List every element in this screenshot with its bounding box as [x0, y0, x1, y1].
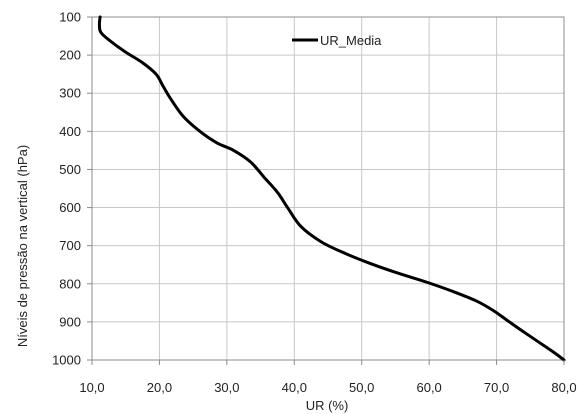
- x-tick-label: 20,0: [147, 380, 172, 395]
- y-ticks: 100 200 300 400 500 600 700 800 900 1000: [52, 10, 92, 368]
- y-tick-label: 200: [59, 48, 81, 63]
- y-tick-label: 1000: [52, 353, 81, 368]
- y-tick-label: 700: [59, 238, 81, 253]
- x-axis-title: UR (%): [306, 398, 349, 413]
- y-tick-label: 600: [59, 200, 81, 215]
- series-layer: [97, 15, 566, 362]
- x-tick-label: 70,0: [484, 380, 509, 395]
- y-tick-label: 400: [59, 124, 81, 139]
- series-line-ur-media: [97, 15, 566, 362]
- y-axis-title: Níveis de pressão na vertical (hPa): [15, 145, 30, 347]
- x-tick-label: 60,0: [416, 380, 441, 395]
- x-tick-label: 40,0: [282, 380, 307, 395]
- legend-label: UR_Media: [320, 33, 382, 48]
- x-tick-label: 30,0: [214, 380, 239, 395]
- x-ticks: 10,0 20,0 30,0 40,0 50,0 60,0 70,0 80,0: [79, 360, 577, 395]
- y-tick-label: 100: [59, 10, 81, 25]
- grid: [92, 17, 564, 360]
- y-tick-label: 500: [59, 162, 81, 177]
- x-tick-label: 80,0: [551, 380, 576, 395]
- legend: UR_Media: [292, 33, 382, 48]
- y-tick-label: 800: [59, 276, 81, 291]
- plot-frame: [91, 16, 565, 361]
- x-tick-label: 10,0: [79, 380, 104, 395]
- y-tick-label: 900: [59, 314, 81, 329]
- x-tick-label: 50,0: [349, 380, 374, 395]
- y-tick-label: 300: [59, 86, 81, 101]
- plot-area-border: [91, 16, 565, 361]
